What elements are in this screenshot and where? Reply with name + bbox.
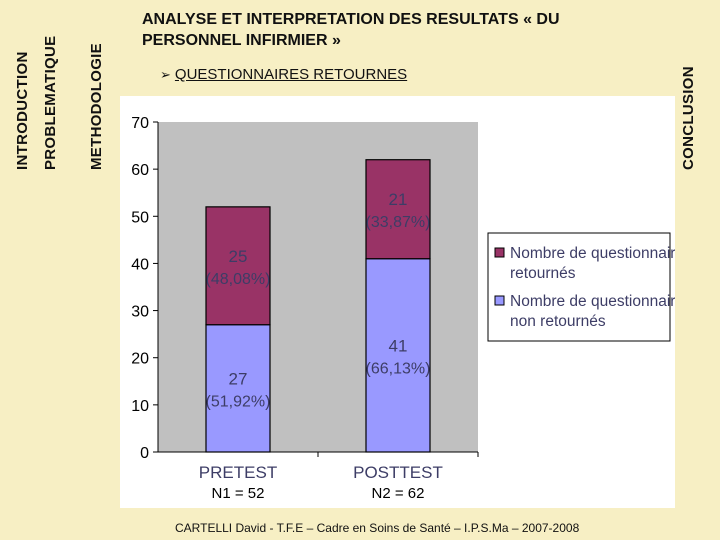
bar-segment — [205, 324, 271, 453]
bar-value-label: 21 — [389, 190, 408, 209]
category-note: N1 = 52 — [212, 485, 265, 502]
y-tick-label: 60 — [131, 162, 149, 179]
bar-percent-label: (33,87%) — [366, 214, 431, 231]
nav-tab-introduction[interactable]: INTRODUCTION — [14, 51, 31, 170]
nav-tab-conclusion[interactable]: CONCLUSION — [680, 66, 697, 170]
bar-segment — [365, 159, 431, 260]
bar-value-label: 27 — [229, 369, 248, 388]
chart-panel: 0 10 20 30 40 50 60 70 27 (51,92%) 25 (48,08%) PRETE… — [120, 96, 692, 508]
y-tick-label: 10 — [131, 398, 149, 415]
section-subtitle: ➢ QUESTIONNAIRES RETOURNES — [160, 66, 407, 83]
y-tick-label: 20 — [131, 351, 149, 368]
legend-label-line: non retournés — [510, 313, 606, 330]
legend-label-line: Nombre de questionnaires — [510, 293, 675, 310]
subtitle-label: QUESTIONNAIRES RETOURNES — [174, 66, 408, 83]
legend-swatch — [494, 247, 505, 258]
bar-chart: 0 10 20 30 40 50 60 70 27 (51,92%) 25 (48,08%) PRETE… — [131, 115, 692, 502]
y-tick-label: 50 — [131, 209, 149, 226]
legend-label-line: retournés — [510, 265, 576, 282]
nav-tab-problematique[interactable]: PROBLEMATIQUE — [42, 35, 59, 170]
footer-credit: CARTELLI David - T.F.E – Cadre en Soins … — [175, 521, 580, 535]
legend-box — [487, 232, 671, 342]
x-tick-label: PRETEST — [199, 463, 277, 482]
bar-percent-label: (51,92%) — [206, 393, 271, 410]
y-tick-label: 70 — [131, 115, 149, 132]
category-note: N2 = 62 — [372, 485, 425, 502]
bar-value-label: 25 — [229, 247, 248, 266]
bar-percent-label: (66,13%) — [366, 360, 431, 377]
bar-percent-label: (48,08%) — [206, 271, 271, 288]
y-tick-label: 40 — [131, 256, 149, 273]
legend-label-line: Nombre de questionnaires — [510, 245, 675, 262]
nav-tab-methodologie[interactable]: METHODOLOGIE — [88, 43, 105, 170]
x-tick-label: POSTTEST — [353, 463, 443, 482]
bar-segment — [365, 258, 431, 453]
bar-segment — [205, 206, 271, 326]
y-tick-label: 30 — [131, 304, 149, 321]
legend-swatch — [494, 295, 505, 306]
y-tick-label: 0 — [140, 445, 149, 462]
bar-value-label: 41 — [389, 336, 408, 355]
arrow-bullet-icon: ➢ — [160, 67, 171, 82]
slide-title: ANALYSE ET INTERPRETATION DES RESULTATS … — [142, 11, 560, 49]
